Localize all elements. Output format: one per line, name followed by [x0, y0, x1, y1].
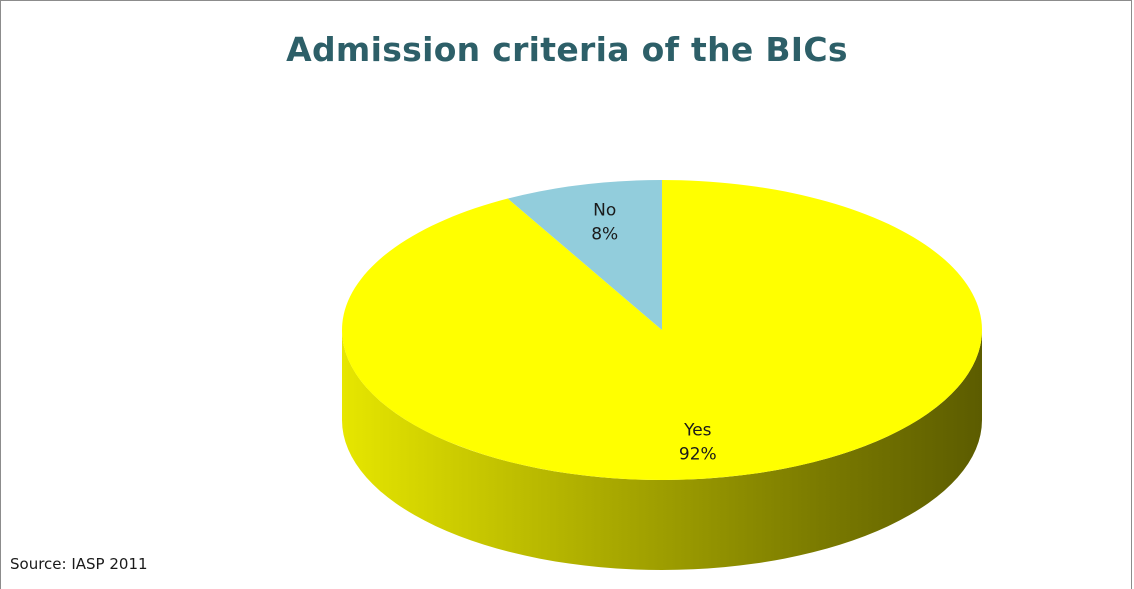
- pie-slice-no: [507, 180, 662, 330]
- chart-title: Admission criteria of the BICs: [286, 30, 848, 69]
- source-note: Source: IASP 2011: [10, 555, 148, 573]
- slice-label-yes: Yes: [683, 420, 712, 440]
- slice-label-no: No: [593, 200, 616, 220]
- slice-percent-yes: 92%: [679, 444, 717, 464]
- pie-group: Yes 92% No 8%: [342, 180, 983, 570]
- slice-percent-no: 8%: [591, 224, 618, 244]
- pie-side-yes: [342, 330, 982, 570]
